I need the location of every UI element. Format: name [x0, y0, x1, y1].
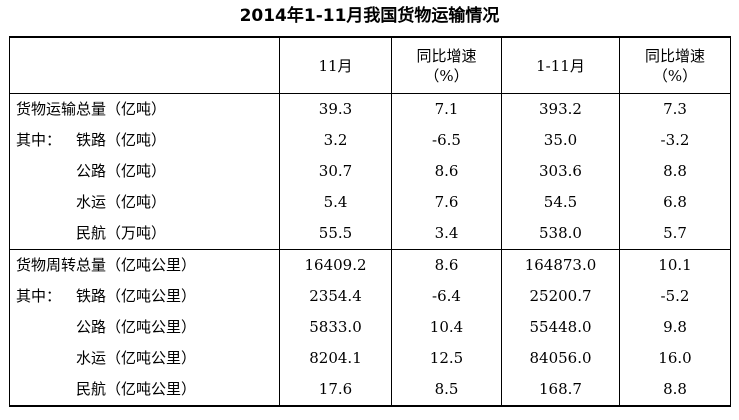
cell-nov: 8204.1	[279, 343, 392, 374]
cell-nov: 5833.0	[279, 312, 392, 343]
cell-nov-yoy: -6.4	[391, 281, 502, 312]
row-label: 货物周转总量（亿吨公里）	[9, 249, 280, 281]
cell-nov: 39.3	[279, 93, 392, 125]
header-ytd-yoy-line2: （%）	[652, 66, 698, 85]
cell-nov-yoy: 7.1	[391, 93, 502, 125]
table-row: 水运（亿吨） 5.4 7.6 54.5 6.8	[9, 187, 731, 218]
row-label: 水运（亿吨）	[9, 187, 280, 218]
row-label: 公路（亿吨）	[9, 156, 280, 187]
row-label-text: 水运（亿吨公里）	[76, 349, 197, 367]
cell-ytd: 55448.0	[501, 312, 620, 343]
cell-ytd-yoy: 8.8	[619, 374, 731, 407]
cell-nov: 55.5	[279, 218, 392, 250]
cell-nov-yoy: 8.5	[391, 374, 502, 407]
cell-nov: 3.2	[279, 125, 392, 156]
table-row: 公路（亿吨公里） 5833.0 10.4 55448.0 9.8	[9, 312, 731, 343]
cell-ytd: 538.0	[501, 218, 620, 250]
row-label: 其中： 铁路（亿吨）	[9, 125, 280, 156]
row-label-text: 货物运输总量（亿吨）	[16, 100, 167, 118]
row-label-text: 民航（亿吨公里）	[76, 380, 197, 398]
row-label-text: 民航（万吨）	[76, 224, 167, 242]
row-label: 民航（万吨）	[9, 218, 280, 250]
cell-ytd: 25200.7	[501, 281, 620, 312]
row-label: 公路（亿吨公里）	[9, 312, 280, 343]
table-row: 民航（亿吨公里） 17.6 8.5 168.7 8.8	[9, 374, 731, 407]
cell-ytd: 393.2	[501, 93, 620, 125]
table-row: 民航（万吨） 55.5 3.4 538.0 5.7	[9, 218, 731, 250]
cell-nov-yoy: 8.6	[391, 249, 502, 281]
table-row: 货物周转总量（亿吨公里） 16409.2 8.6 164873.0 10.1	[9, 249, 731, 281]
row-label-text: 铁路（亿吨公里）	[76, 287, 197, 305]
table-row: 货物运输总量（亿吨） 39.3 7.1 393.2 7.3	[9, 93, 731, 125]
cell-nov-yoy: -6.5	[391, 125, 502, 156]
cell-ytd: 168.7	[501, 374, 620, 407]
cell-nov: 16409.2	[279, 249, 392, 281]
cell-nov: 17.6	[279, 374, 392, 407]
row-label-text: 公路（亿吨公里）	[76, 318, 197, 336]
cell-ytd-yoy: 5.7	[619, 218, 731, 250]
row-label-text: 水运（亿吨）	[76, 193, 167, 211]
table-row: 公路（亿吨） 30.7 8.6 303.6 8.8	[9, 156, 731, 187]
row-label: 水运（亿吨公里）	[9, 343, 280, 374]
header-ytd-yoy: 同比增速 （%）	[619, 36, 731, 94]
header-nov-yoy-line1: 同比增速	[416, 46, 477, 65]
cell-ytd: 35.0	[501, 125, 620, 156]
cell-ytd-yoy: 6.8	[619, 187, 731, 218]
cell-nov-yoy: 10.4	[391, 312, 502, 343]
cell-nov: 2354.4	[279, 281, 392, 312]
cell-nov: 30.7	[279, 156, 392, 187]
table-row: 其中： 铁路（亿吨） 3.2 -6.5 35.0 -3.2	[9, 125, 731, 156]
cell-nov: 5.4	[279, 187, 392, 218]
cell-ytd-yoy: 16.0	[619, 343, 731, 374]
table-row: 其中： 铁路（亿吨公里） 2354.4 -6.4 25200.7 -5.2	[9, 281, 731, 312]
table-row: 水运（亿吨公里） 8204.1 12.5 84056.0 16.0	[9, 343, 731, 374]
cell-ytd-yoy: 10.1	[619, 249, 731, 281]
freight-table: 11月 同比增速 （%） 1-11月 同比增速 （%） 货物运输总量（亿吨） 3…	[9, 36, 731, 407]
header-row: 11月 同比增速 （%） 1-11月 同比增速 （%）	[9, 36, 731, 94]
cell-ytd-yoy: 7.3	[619, 93, 731, 125]
cell-ytd-yoy: -3.2	[619, 125, 731, 156]
cell-ytd-yoy: 8.8	[619, 156, 731, 187]
cell-ytd: 54.5	[501, 187, 620, 218]
header-nov: 11月	[279, 36, 392, 94]
row-label-text: 公路（亿吨）	[76, 162, 167, 180]
cell-nov-yoy: 7.6	[391, 187, 502, 218]
cell-nov-yoy: 12.5	[391, 343, 502, 374]
cell-ytd: 84056.0	[501, 343, 620, 374]
cell-ytd: 164873.0	[501, 249, 620, 281]
row-prefix: 其中：	[16, 287, 62, 305]
cell-ytd: 303.6	[501, 156, 620, 187]
header-nov-yoy-line2: （%）	[424, 66, 469, 85]
row-label-text: 铁路（亿吨）	[76, 131, 167, 149]
cell-nov-yoy: 3.4	[391, 218, 502, 250]
row-label: 其中： 铁路（亿吨公里）	[9, 281, 280, 312]
table-title: 2014年1-11月我国货物运输情况	[239, 6, 500, 26]
row-prefix: 其中：	[16, 131, 62, 149]
row-label: 民航（亿吨公里）	[9, 374, 280, 407]
header-item	[9, 36, 280, 94]
cell-ytd-yoy: -5.2	[619, 281, 731, 312]
header-ytd-yoy-line1: 同比增速	[644, 46, 705, 65]
cell-ytd-yoy: 9.8	[619, 312, 731, 343]
header-ytd: 1-11月	[501, 36, 620, 94]
row-label: 货物运输总量（亿吨）	[9, 93, 280, 125]
header-nov-yoy: 同比增速 （%）	[391, 36, 502, 94]
cell-nov-yoy: 8.6	[391, 156, 502, 187]
row-label-text: 货物周转总量（亿吨公里）	[16, 256, 197, 274]
